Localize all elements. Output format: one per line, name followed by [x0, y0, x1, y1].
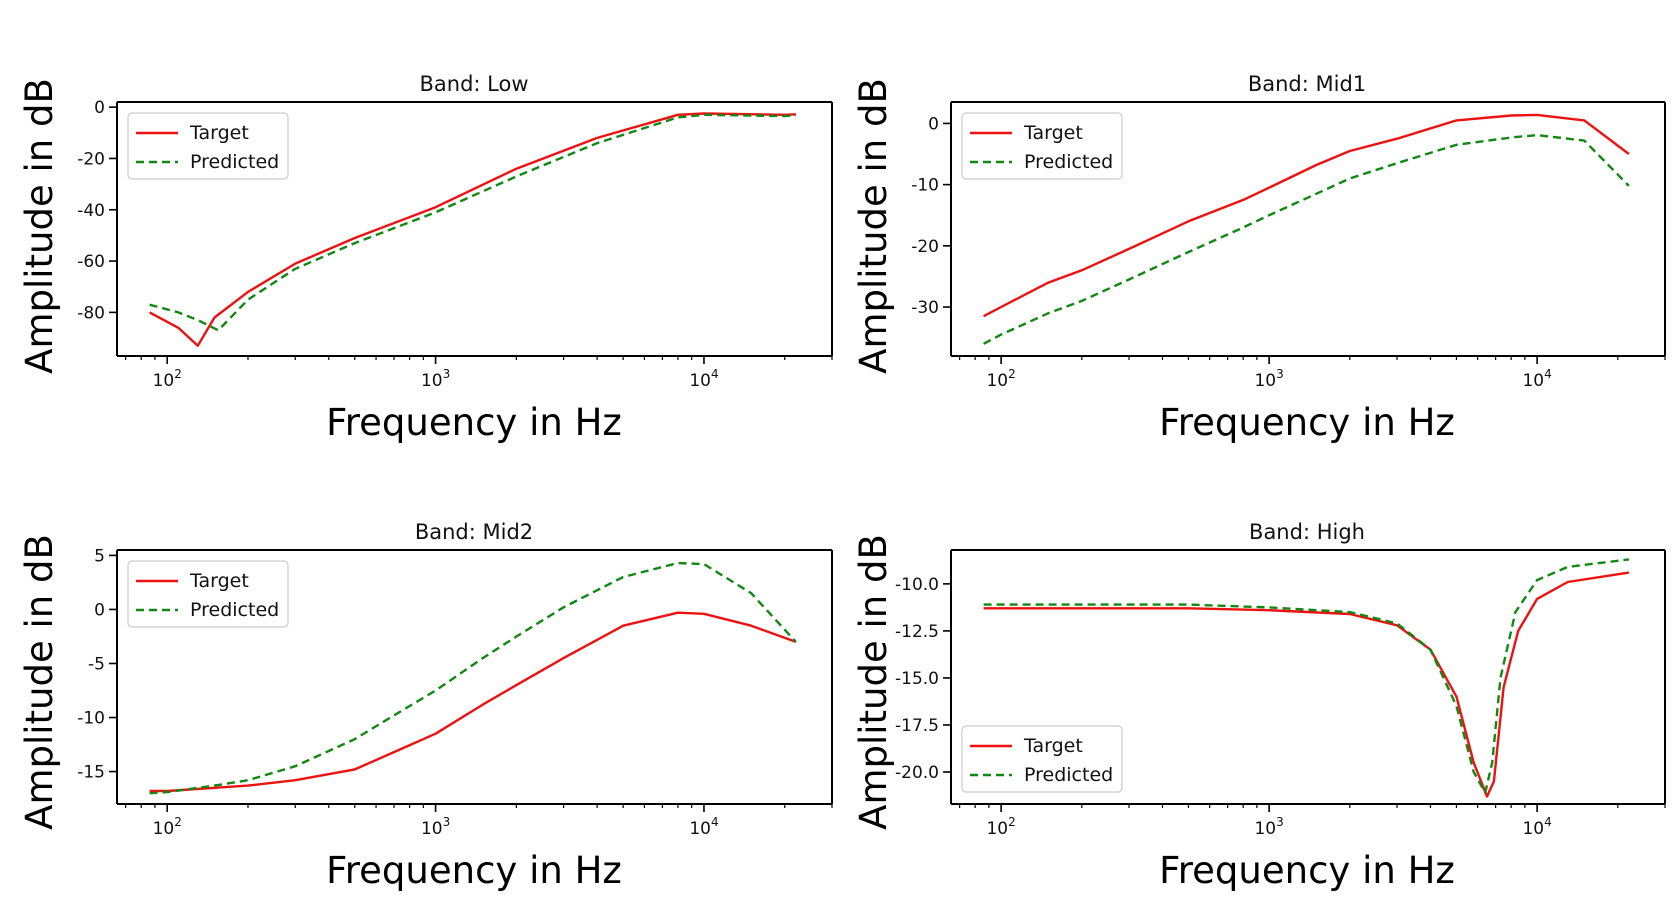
y-tick-label: -10 — [911, 176, 939, 196]
y-tick-label: -60 — [77, 252, 105, 272]
y-tick-label: 5 — [94, 546, 105, 566]
series-line-target — [983, 571, 1630, 798]
chart-title: Band: Mid2 — [415, 520, 533, 544]
x-tick-label: 102 — [153, 815, 182, 839]
y-tick-label: -10 — [77, 709, 105, 729]
y-tick-label: -30 — [911, 298, 939, 318]
y-axis-label: Amplitude in dB — [852, 78, 895, 374]
legend: Target Predicted — [961, 725, 1123, 793]
y-tick-label: -20 — [77, 149, 105, 169]
x-tick-label: 104 — [689, 367, 718, 391]
x-axis-label: Frequency in Hz — [326, 401, 622, 444]
y-axis-label: Amplitude in dB — [18, 78, 61, 374]
legend-label-predicted: Predicted — [190, 599, 279, 621]
chart-band-mid1: Band: Mid1 Amplitude in dB Frequency in … — [852, 72, 1666, 444]
y-tick-label: 0 — [94, 600, 105, 620]
legend: Target Predicted — [127, 112, 289, 180]
series-line-predicted — [149, 113, 796, 332]
legend: Target Predicted — [961, 112, 1123, 180]
y-tick-label: 0 — [928, 114, 939, 134]
legend: Target Predicted — [127, 560, 289, 628]
legend-label-target: Target — [189, 122, 249, 144]
y-axis-label: Amplitude in dB — [852, 534, 895, 830]
series-line-predicted — [983, 558, 1630, 794]
chart-band-mid2: Band: Mid2 Amplitude in dB Frequency in … — [18, 520, 833, 892]
chart-band-low: Band: Low Amplitude in dB Frequency in H… — [18, 72, 833, 444]
chart-title: Band: Mid1 — [1248, 72, 1366, 96]
x-tick-label: 102 — [153, 367, 182, 391]
y-tick-label: -20.0 — [895, 763, 939, 783]
chart-title: Band: High — [1249, 520, 1365, 544]
x-tick-label: 102 — [986, 367, 1015, 391]
series-line-target — [149, 611, 797, 793]
series-line-target — [983, 113, 1630, 318]
x-tick-label: 103 — [1254, 367, 1283, 391]
y-axis-label: Amplitude in dB — [18, 534, 61, 830]
y-tick-label: -12.5 — [895, 622, 939, 642]
x-tick-label: 104 — [1522, 815, 1551, 839]
series-line-target — [149, 112, 796, 347]
legend-label-target: Target — [1023, 122, 1083, 144]
y-tick-label: 0 — [94, 98, 105, 118]
y-tick-label: -10.0 — [895, 575, 939, 595]
series-line-predicted — [983, 133, 1630, 345]
x-tick-label: 104 — [1522, 367, 1551, 391]
legend-label-predicted: Predicted — [1024, 764, 1113, 786]
y-tick-label: -17.5 — [895, 716, 939, 736]
y-tick-label: -5 — [88, 654, 105, 674]
y-tick-label: -80 — [77, 303, 105, 323]
series-line-predicted — [149, 561, 797, 795]
x-tick-label: 103 — [1254, 815, 1283, 839]
y-tick-label: -40 — [77, 201, 105, 221]
x-axis-label: Frequency in Hz — [326, 849, 622, 892]
x-tick-label: 103 — [421, 815, 450, 839]
legend-label-target: Target — [189, 570, 249, 592]
y-tick-label: -20 — [911, 237, 939, 257]
chart-band-high: Band: High Amplitude in dB Frequency in … — [852, 520, 1666, 892]
legend-label-predicted: Predicted — [1024, 151, 1113, 173]
y-tick-label: -15 — [77, 763, 105, 783]
legend-label-predicted: Predicted — [190, 151, 279, 173]
x-tick-label: 103 — [421, 367, 450, 391]
x-tick-label: 104 — [689, 815, 718, 839]
chart-title: Band: Low — [419, 72, 528, 96]
x-axis-label: Frequency in Hz — [1159, 849, 1455, 892]
x-tick-label: 102 — [986, 815, 1015, 839]
legend-label-target: Target — [1023, 735, 1083, 757]
y-tick-label: -15.0 — [895, 669, 939, 689]
x-axis-label: Frequency in Hz — [1159, 401, 1455, 444]
